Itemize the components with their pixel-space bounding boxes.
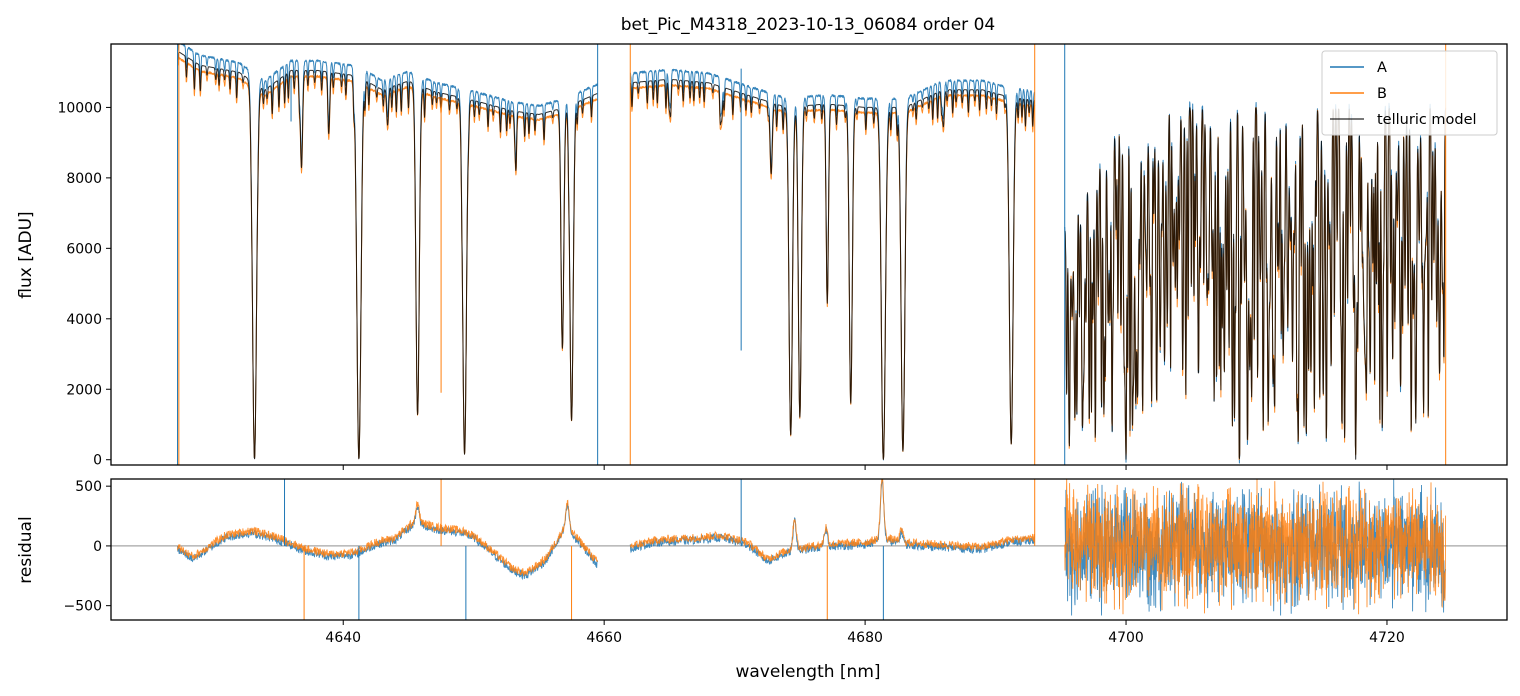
residual-b-line [629, 479, 1036, 563]
residual-panel: −500 0 500 4640 4660 4680 4700 4720 residual w… [16, 478, 1508, 682]
y-tick-label: 2000 [66, 382, 102, 398]
x-tick-label: 4700 [1108, 630, 1144, 646]
telluric-model-line [1064, 107, 1447, 460]
y-tick-label: −500 [64, 599, 102, 615]
legend-label-telluric: telluric model [1377, 112, 1477, 128]
legend-label-a: A [1377, 60, 1387, 76]
residual-b-line [177, 499, 598, 577]
x-tick-label: 4680 [847, 630, 883, 646]
flux-panel: 0 2000 4000 6000 8000 10000 flux [ADU] A B te… [16, 43, 1508, 470]
y-tick-label: 8000 [66, 171, 102, 187]
residual-y-ticks: −500 0 500 [64, 479, 111, 615]
series-a-line [177, 44, 598, 459]
telluric-model-line [177, 51, 598, 460]
residual-x-ticks: 4640 4660 4680 4700 4720 [325, 620, 1405, 646]
legend-frame [1321, 50, 1498, 136]
residual-axes-frame [110, 478, 1508, 621]
flux-axes-frame [110, 43, 1508, 466]
series-b-line [629, 84, 1036, 460]
x-tick-label: 4640 [325, 630, 361, 646]
legend-label-b: B [1377, 86, 1387, 102]
flux-plot-area [177, 44, 1447, 465]
residual-plot-area [111, 479, 1507, 620]
y-tick-label: 0 [93, 453, 102, 469]
residual-a-line [629, 479, 1036, 565]
y-tick-label: 500 [75, 479, 102, 495]
x-tick-label: 4720 [1369, 630, 1405, 646]
series-a-line [629, 68, 1035, 461]
residual-b-line [1064, 479, 1447, 615]
legend: A B telluric model [1321, 50, 1498, 136]
y-tick-label: 4000 [66, 312, 102, 328]
y-tick-label: 6000 [66, 241, 102, 257]
flux-y-label: flux [ADU] [16, 211, 36, 298]
chart-title: bet_Pic_M4318_2023-10-13_06084 order 04 [621, 15, 995, 35]
flux-y-ticks: 0 2000 4000 6000 8000 10000 [57, 100, 111, 469]
telluric-model-line [629, 79, 1035, 460]
residual-y-label: residual [16, 516, 36, 583]
y-tick-label: 0 [93, 539, 102, 555]
y-tick-label: 10000 [57, 100, 102, 116]
x-tick-label: 4660 [586, 630, 622, 646]
flux-x-ticks [342, 465, 1388, 470]
x-axis-label: wavelength [nm] [735, 662, 880, 682]
